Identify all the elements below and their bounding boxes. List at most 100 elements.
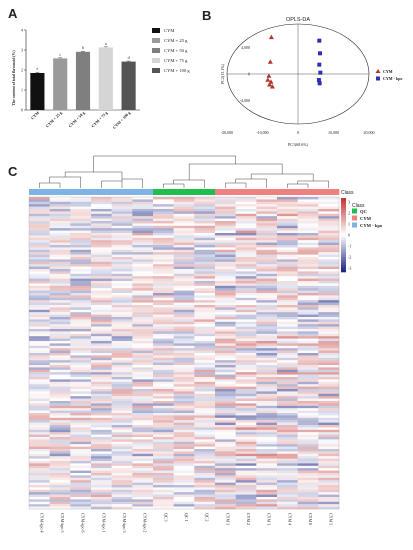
heatmap-cell — [277, 223, 298, 226]
heatmap-cell — [132, 391, 154, 394]
heatmap-cell — [256, 444, 278, 447]
heatmap-cell — [153, 290, 174, 294]
heatmap-cell — [235, 305, 257, 308]
heatmap-cell — [194, 350, 216, 354]
heatmap-cell — [49, 329, 71, 332]
heatmap-cell — [318, 324, 340, 327]
heatmap-cell — [91, 252, 112, 255]
heatmap-cell — [215, 429, 236, 433]
heatmap-cell — [215, 314, 236, 318]
heatmap-cell — [29, 326, 50, 330]
dendrogram-link — [235, 178, 267, 188]
heatmap-cell — [318, 273, 340, 277]
heatmap-cell — [91, 492, 112, 495]
heatmap-cell — [132, 206, 154, 210]
heatmap-cell — [111, 230, 133, 234]
heatmap-cell — [297, 482, 319, 486]
heatmap-cell — [132, 451, 154, 454]
heatmap-cell — [235, 343, 257, 346]
heatmap-cell — [70, 357, 92, 361]
heatmap-cell — [111, 473, 133, 476]
heatmap-cell — [153, 480, 174, 483]
heatmap-cell — [132, 487, 154, 490]
heatmap-cell — [70, 331, 92, 334]
heatmap-cell — [297, 415, 319, 418]
heatmap-cell — [29, 254, 50, 258]
heatmap-cell — [297, 357, 319, 361]
heatmap-cell — [256, 413, 278, 416]
heatmap-cell — [29, 381, 50, 385]
heatmap-cell — [256, 355, 278, 358]
heatmap-cell — [297, 377, 319, 380]
heatmap-cell — [49, 309, 71, 313]
heatmap-cell — [111, 336, 133, 339]
heatmap-cell — [29, 494, 50, 498]
heatmap-cell — [256, 276, 278, 279]
heatmap-cell — [215, 417, 236, 421]
heatmap-cell — [91, 393, 112, 397]
heatmap-cell — [215, 329, 236, 332]
heatmap-cell — [29, 434, 50, 438]
heatmap-cell — [70, 461, 92, 464]
y-tick-label: 2 — [21, 68, 23, 73]
heatmap-cell — [277, 297, 298, 301]
heatmap-cell — [29, 427, 50, 430]
heatmap-cell — [277, 461, 298, 464]
dendrogram-link — [287, 183, 309, 188]
dendrogram-link — [64, 171, 123, 179]
heatmap-cell — [194, 413, 216, 416]
heatmap-cell — [132, 393, 154, 397]
heatmap-cell — [194, 237, 216, 241]
heatmap-cell — [91, 367, 112, 370]
heatmap-cell — [49, 317, 71, 320]
heatmap-cell — [318, 506, 340, 510]
heatmap-cell — [277, 434, 298, 438]
heatmap-cell — [132, 374, 154, 378]
heatmap-cell — [29, 403, 50, 406]
heatmap-cell — [235, 381, 257, 385]
heatmap-cell — [194, 420, 216, 423]
heatmap-cell — [215, 245, 236, 248]
heatmap-cell — [132, 470, 154, 474]
heatmap-cell — [215, 197, 236, 200]
heatmap-cell — [153, 451, 174, 454]
heatmap-cell — [173, 233, 195, 236]
heatmap-cell — [215, 242, 236, 246]
heatmap-cell — [277, 415, 298, 418]
heatmap-cell — [153, 199, 174, 202]
heatmap-cell — [132, 221, 154, 224]
heatmap-cell — [29, 391, 50, 394]
heatmap-cell — [29, 343, 50, 346]
heatmap-cell — [173, 324, 195, 327]
heatmap-cell — [29, 218, 50, 222]
heatmap-cell — [132, 465, 154, 469]
heatmap-cell — [194, 314, 216, 318]
heatmap-cell — [91, 362, 112, 366]
heatmap-cell — [29, 355, 50, 358]
heatmap-cell — [91, 206, 112, 210]
heatmap-cell — [215, 482, 236, 486]
heatmap-cell — [194, 439, 216, 442]
heatmap-cell — [70, 473, 92, 476]
heatmap-cell — [173, 444, 195, 447]
heatmap-cell — [29, 273, 50, 277]
heatmap-cell — [256, 295, 278, 298]
color-scale-tick: 1 — [348, 222, 350, 227]
heatmap-cell — [111, 403, 133, 406]
heatmap-cell — [277, 413, 298, 416]
heatmap-cell — [49, 225, 71, 229]
heatmap-cell — [215, 297, 236, 301]
heatmap-cell — [70, 312, 92, 315]
heatmap-cell — [235, 456, 257, 459]
color-scale-step — [341, 227, 346, 231]
heatmap-cell — [91, 422, 112, 426]
heatmap-cell — [256, 271, 278, 274]
heatmap-cell — [318, 482, 340, 486]
heatmap-cell — [91, 473, 112, 476]
heatmap-cell — [70, 506, 92, 510]
heatmap-cell — [277, 245, 298, 248]
heatmap-cell — [153, 242, 174, 246]
heatmap-cell — [215, 458, 236, 462]
heatmap-cell — [132, 266, 154, 270]
heatmap-cell — [29, 379, 50, 382]
